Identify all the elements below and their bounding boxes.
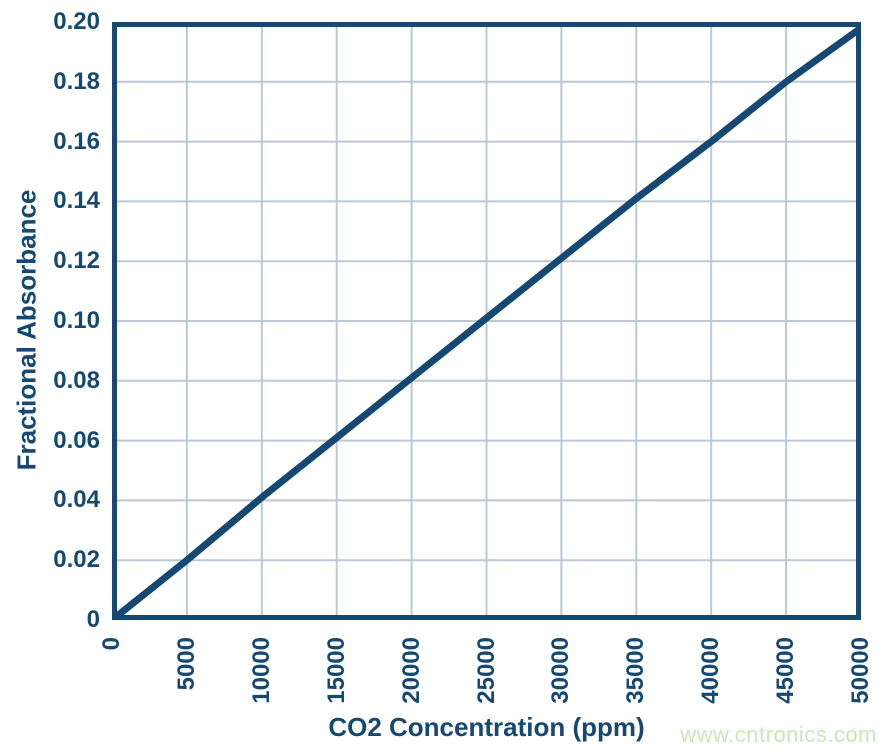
y-tick-label: 0.14 [53, 187, 100, 215]
y-tick-label: 0.06 [53, 426, 100, 454]
y-tick-label: 0.04 [53, 486, 100, 514]
x-axis-title: CO2 Concentration (ppm) [328, 712, 645, 742]
y-tick-label: 0.18 [53, 67, 100, 95]
plot-border [112, 22, 861, 620]
watermark: www.cntronics.com [680, 722, 877, 747]
y-tick-label: 0.02 [53, 546, 100, 574]
y-tick-label: 0.08 [53, 366, 100, 394]
plot-area [112, 22, 861, 620]
y-tick-label: 0.10 [53, 307, 100, 334]
data-line [112, 25, 861, 620]
y-tick-label: 0.16 [53, 127, 100, 155]
y-tick-label: 0.20 [53, 8, 100, 35]
y-tick-label: 0.12 [53, 247, 100, 275]
y-tick-label: 0 [86, 606, 100, 633]
